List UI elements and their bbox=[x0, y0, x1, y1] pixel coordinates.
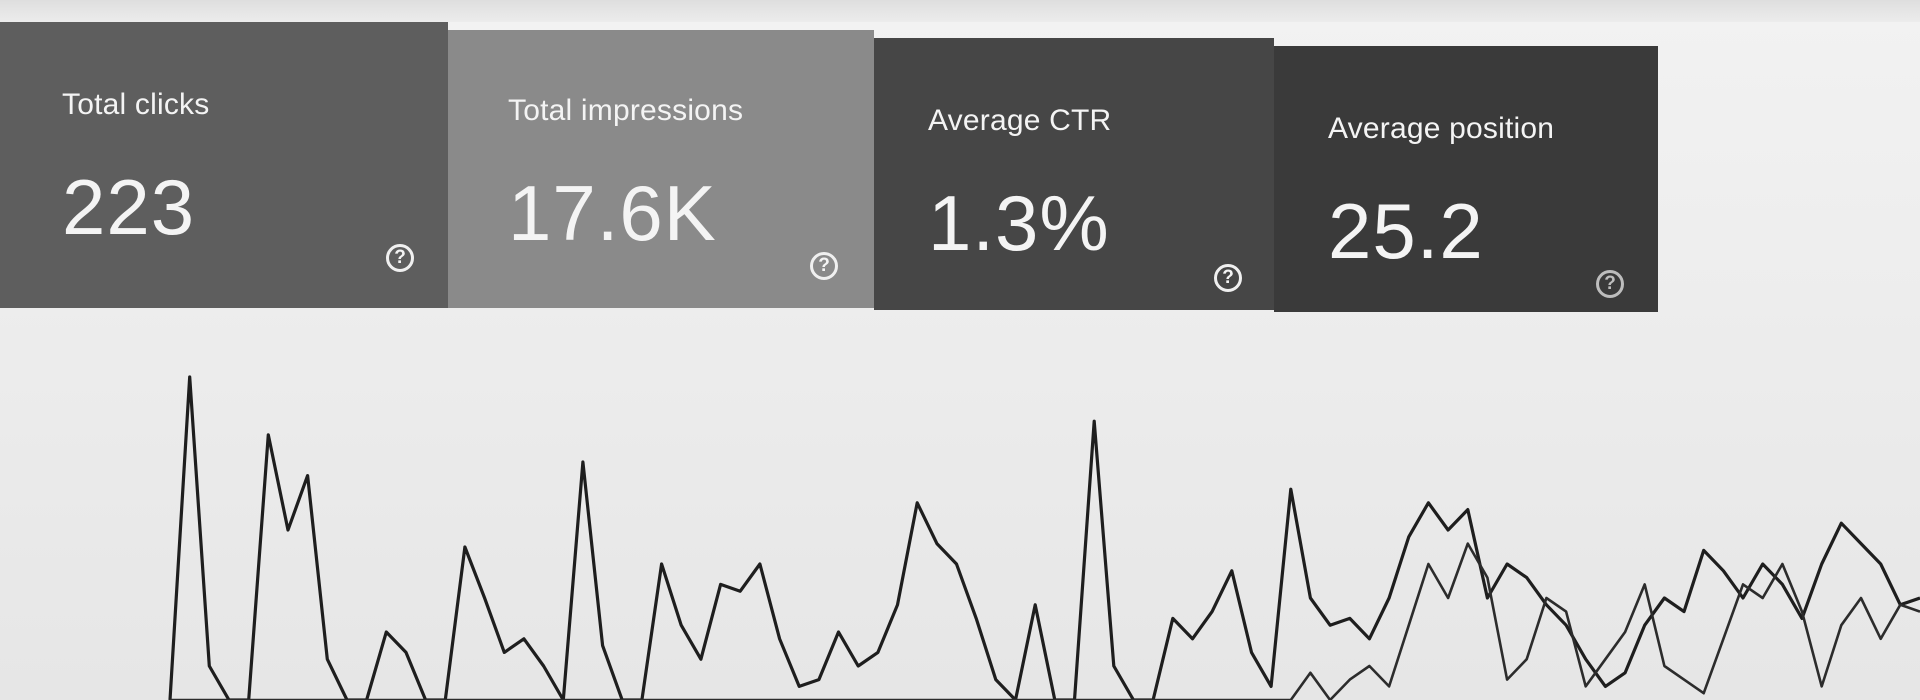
metric-label: Total impressions bbox=[508, 94, 744, 127]
metric-value: 25.2 bbox=[1328, 187, 1484, 275]
metric-cards: Total clicks 223 ? Total impressions 17.… bbox=[0, 18, 1660, 312]
metric-card-total-clicks[interactable]: Total clicks 223 ? bbox=[0, 22, 448, 308]
metric-card-average-ctr[interactable]: Average CTR 1.3% ? bbox=[874, 38, 1274, 310]
metric-card-total-impressions[interactable]: Total impressions 17.6K ? bbox=[448, 30, 874, 308]
metric-value: 17.6K bbox=[508, 169, 717, 257]
help-icon[interactable]: ? bbox=[1214, 264, 1242, 292]
help-icon[interactable]: ? bbox=[810, 252, 838, 280]
metric-card-average-position[interactable]: Average position 25.2 ? bbox=[1274, 46, 1658, 312]
chart-series-line-2 bbox=[170, 542, 1920, 700]
chart-series-line-1 bbox=[168, 375, 1920, 700]
help-icon[interactable]: ? bbox=[386, 244, 414, 272]
metric-label: Average CTR bbox=[928, 104, 1112, 137]
performance-line-chart bbox=[168, 375, 1920, 700]
metric-label: Total clicks bbox=[62, 88, 210, 121]
help-icon[interactable]: ? bbox=[1596, 270, 1624, 298]
metric-label: Average position bbox=[1328, 112, 1555, 145]
window-top-edge bbox=[0, 0, 1920, 22]
metric-value: 1.3% bbox=[928, 179, 1110, 267]
metric-value: 223 bbox=[62, 163, 196, 251]
